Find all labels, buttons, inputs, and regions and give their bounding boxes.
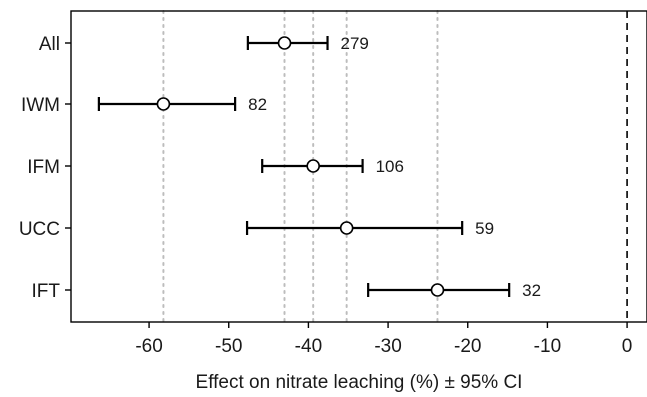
plot-layer: 279 82 106 59 32 — [97, 10, 628, 323]
point-ifm — [306, 159, 320, 173]
x-tick-label-6: 0 — [622, 336, 633, 357]
y-tick-label-ifm: IFM — [27, 157, 60, 178]
x-axis-title: Effect on nitrate leaching (%) ± 95% CI — [196, 372, 523, 393]
x-tick-label-1: -50 — [215, 336, 242, 357]
n-label-ift: 32 — [522, 281, 541, 300]
n-label-iwm: 82 — [248, 95, 267, 114]
x-tick-label-3: -30 — [374, 336, 401, 357]
x-tick-label-4: -20 — [454, 336, 481, 357]
y-tick-label-ift: IFT — [32, 281, 61, 302]
n-label-ucc: 59 — [475, 219, 494, 238]
n-label-all: 279 — [341, 34, 369, 53]
point-ift — [430, 283, 445, 297]
point-all — [277, 36, 292, 50]
y-tick-label-all: All — [39, 34, 60, 55]
point-ucc — [339, 221, 354, 235]
point-iwm — [156, 97, 171, 111]
x-tick-label-2: -40 — [295, 336, 322, 357]
axis-layer: All IWM IFM UCC IFT -60 -50 -40 -30 -20 -10 0 — [19, 34, 633, 357]
y-tick-label-ucc: UCC — [19, 219, 60, 240]
y-tick-label-iwm: IWM — [21, 95, 60, 116]
x-tick-label-0: -60 — [135, 336, 162, 357]
n-label-ifm: 106 — [376, 157, 404, 176]
x-tick-label-5: -10 — [534, 336, 561, 357]
